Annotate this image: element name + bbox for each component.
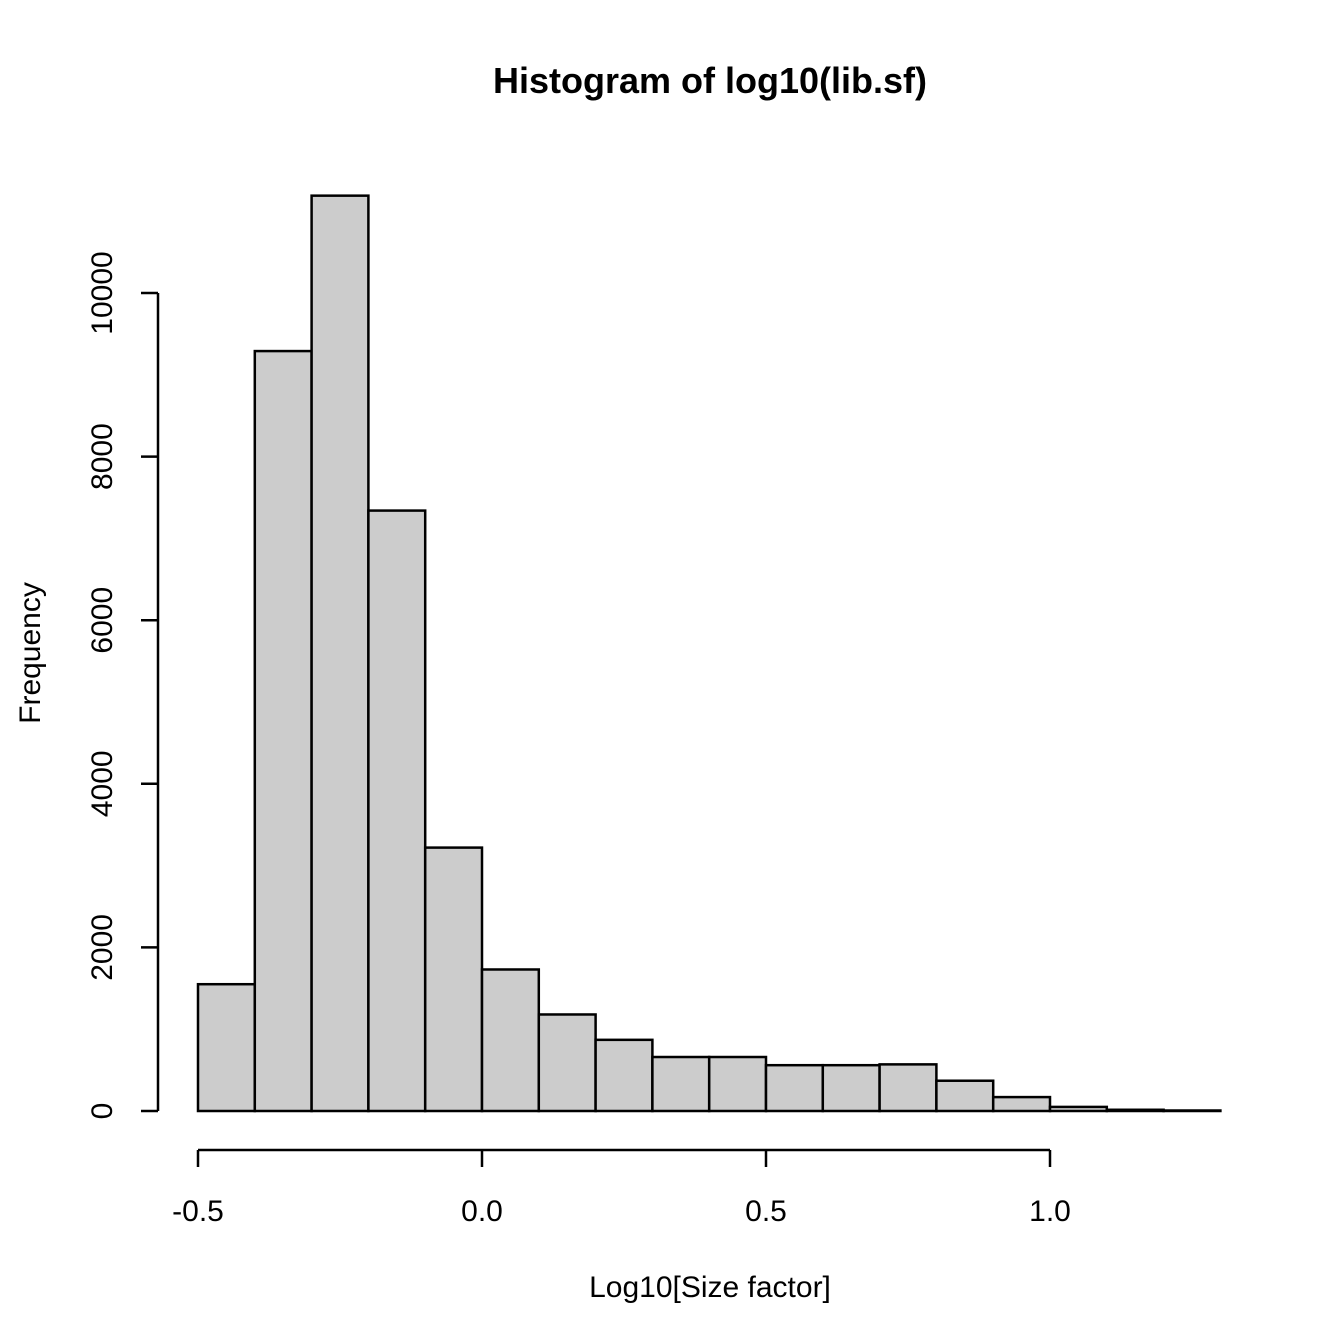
histogram-bar xyxy=(651,1055,711,1113)
histogram-bar xyxy=(1105,1108,1165,1113)
histogram-bar xyxy=(196,982,257,1113)
histogram-bar xyxy=(991,1095,1052,1113)
y-axis-label: Frequency xyxy=(14,582,47,724)
y-tick-label: 10000 xyxy=(86,251,119,334)
histogram-bar xyxy=(423,846,484,1113)
chart-title: Histogram of log10(lib.sf) xyxy=(493,60,927,101)
histogram-bar xyxy=(935,1079,995,1113)
y-tick-label: 2000 xyxy=(86,914,119,981)
y-axis: 0 2000 4000 6000 8000 10000 xyxy=(86,251,160,1120)
histogram-bar xyxy=(1048,1105,1109,1113)
histogram-bar xyxy=(594,1038,654,1113)
y-tick-label: 6000 xyxy=(86,587,119,654)
x-axis-label: Log10[Size factor] xyxy=(589,1271,831,1304)
histogram-bar xyxy=(367,509,427,1113)
histogram-bar xyxy=(537,1013,597,1113)
histogram-bar xyxy=(764,1063,825,1113)
bars-group xyxy=(196,194,1222,1113)
histogram-bar xyxy=(1162,1109,1222,1113)
y-tick-label: 8000 xyxy=(86,423,119,490)
y-tick-label: 4000 xyxy=(86,750,119,817)
x-tick-label: 1.0 xyxy=(1029,1195,1071,1228)
x-tick-label: -0.5 xyxy=(172,1195,224,1228)
x-tick-label: 0.5 xyxy=(745,1195,787,1228)
histogram-bar xyxy=(253,349,313,1113)
histogram-bar xyxy=(821,1063,881,1113)
histogram-bar xyxy=(480,968,541,1113)
y-tick-label: 0 xyxy=(86,1103,119,1120)
x-tick-label: 0.0 xyxy=(461,1195,503,1228)
histogram-bar xyxy=(310,194,370,1113)
histogram-bar xyxy=(878,1063,938,1113)
x-axis: -0.5 0.0 0.5 1.0 xyxy=(172,1148,1071,1228)
histogram-bar xyxy=(707,1055,768,1113)
